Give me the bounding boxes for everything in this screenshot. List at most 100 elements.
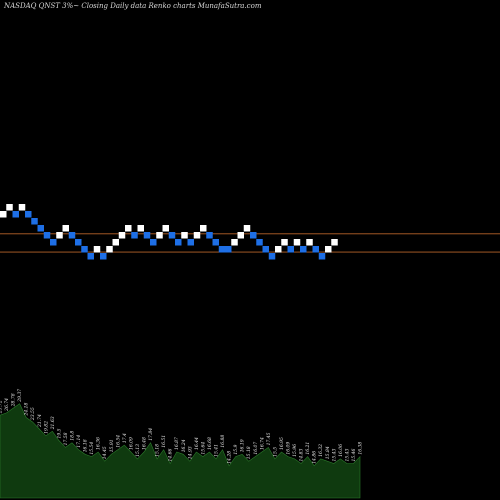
volume-label: 15.46 bbox=[351, 448, 357, 461]
volume-label: 15.54 bbox=[89, 442, 95, 455]
volume-label: 16.48 bbox=[142, 437, 148, 450]
volume-label: 16.44 bbox=[194, 437, 200, 450]
volume-label: 17.4 bbox=[122, 433, 128, 443]
renko-brick-down bbox=[31, 218, 38, 225]
volume-label: 14.66 bbox=[168, 448, 174, 461]
renko-brick-up bbox=[112, 239, 119, 246]
volume-label: 16.68 bbox=[207, 437, 213, 450]
volume-label: 16.21 bbox=[305, 442, 311, 455]
renko-brick-down bbox=[150, 239, 157, 246]
volume-label: 23.55 bbox=[30, 407, 36, 421]
volume-label: 16.54 bbox=[115, 435, 121, 448]
renko-brick-down bbox=[225, 246, 232, 253]
volume-label: 17.14 bbox=[76, 435, 82, 448]
renko-brick-down bbox=[187, 239, 194, 246]
renko-brick-down bbox=[206, 232, 213, 239]
renko-brick-down bbox=[75, 239, 82, 246]
volume-label: 14.93 bbox=[187, 446, 193, 459]
volume-label: 15.18 bbox=[246, 446, 252, 459]
renko-brick-down bbox=[143, 232, 151, 239]
renko-brick-up bbox=[293, 239, 301, 246]
renko-brick-down bbox=[218, 246, 226, 253]
renko-brick-up bbox=[6, 204, 13, 211]
renko-brick-up bbox=[118, 232, 126, 239]
renko-brick-down bbox=[50, 239, 57, 246]
renko-brick-down bbox=[87, 253, 94, 260]
renko-brick-down bbox=[268, 253, 276, 260]
renko-brick-down bbox=[168, 232, 176, 239]
volume-label: 17.45 bbox=[266, 432, 272, 445]
renko-brick-up bbox=[306, 239, 313, 246]
volume-label: 29.37 bbox=[17, 389, 23, 403]
renko-brick-up bbox=[56, 232, 63, 239]
renko-brick-up bbox=[106, 246, 113, 253]
volume-label: 21.74 bbox=[37, 414, 43, 428]
renko-brick-up bbox=[0, 211, 7, 218]
renko-brick-down bbox=[43, 232, 51, 239]
volume-area bbox=[0, 403, 361, 499]
volume-label: 14.86 bbox=[312, 451, 318, 464]
volume-label: 16.88 bbox=[220, 435, 226, 448]
volume-label: 15.41 bbox=[214, 444, 220, 457]
renko-brick-down bbox=[131, 232, 138, 239]
renko-brick-down bbox=[25, 211, 32, 218]
volume-label: 21.63 bbox=[50, 416, 56, 430]
volume-label: 15.5 bbox=[272, 447, 278, 457]
renko-bricks bbox=[0, 204, 338, 260]
volume-label: 16.19 bbox=[240, 439, 246, 452]
volume-label: 28.78 bbox=[11, 393, 17, 407]
volume-label: 15.64 bbox=[200, 442, 206, 455]
renko-brick-down bbox=[262, 246, 269, 253]
volume-label: 15.84 bbox=[325, 446, 331, 459]
renko-brick-up bbox=[331, 239, 338, 246]
renko-brick-up bbox=[156, 232, 163, 239]
volume-label: 14.83 bbox=[299, 448, 305, 461]
renko-brick-up bbox=[243, 225, 251, 232]
renko-brick-up bbox=[193, 232, 201, 239]
volume-label: 16.18 bbox=[83, 439, 89, 452]
renko-brick-up bbox=[237, 232, 244, 239]
renko-brick-up bbox=[231, 239, 238, 246]
volume-label: 26.74 bbox=[4, 398, 10, 412]
renko-brick-down bbox=[287, 246, 294, 253]
volume-label: 19.82 bbox=[43, 421, 49, 434]
renko-brick-down bbox=[250, 232, 257, 239]
volume-label: 24.18 bbox=[24, 402, 30, 416]
volume-label: 16.95 bbox=[279, 437, 285, 450]
volume-label: 16.07 bbox=[253, 442, 259, 455]
volume-label: 14.45 bbox=[102, 446, 108, 459]
chart-title: NASDAQ QNST 3%~ Closing Daily data Renko… bbox=[3, 2, 262, 10]
volume-label: 16.51 bbox=[161, 435, 167, 448]
renko-brick-up bbox=[181, 232, 188, 239]
renko-brick-down bbox=[212, 239, 219, 246]
renko-brick-up bbox=[325, 246, 332, 253]
volume-label: 25.72 bbox=[0, 400, 4, 414]
renko-brick-up bbox=[281, 239, 288, 246]
renko-brick-up bbox=[125, 225, 132, 232]
renko-brick-down bbox=[37, 225, 44, 232]
renko-brick-up bbox=[275, 246, 282, 253]
renko-brick-down bbox=[175, 239, 182, 246]
renko-brick-down bbox=[318, 253, 326, 260]
renko-brick-up bbox=[200, 225, 207, 232]
renko-brick-down bbox=[312, 246, 319, 253]
renko-brick-up bbox=[137, 225, 144, 232]
volume-label: 15.13 bbox=[135, 444, 141, 457]
volume-label: 14.28 bbox=[227, 451, 233, 464]
renko-brick-down bbox=[256, 239, 263, 246]
volume-label: 16.87 bbox=[174, 437, 180, 450]
volume-label: 17.58 bbox=[63, 432, 69, 445]
volume-label: 15.9 bbox=[233, 444, 239, 454]
volume-label: 16.06 bbox=[338, 444, 344, 457]
volume-label: 16.74 bbox=[259, 437, 265, 450]
volume-label: 16.32 bbox=[318, 444, 324, 457]
renko-brick-up bbox=[162, 225, 169, 232]
renko-brick-down bbox=[68, 232, 76, 239]
volume-label: 16.36 bbox=[96, 437, 102, 450]
volume-label: 17.84 bbox=[148, 428, 154, 441]
volume-label: 18.8 bbox=[70, 431, 76, 441]
volume-label: 16.24 bbox=[181, 439, 187, 452]
volume-label: 16.38 bbox=[358, 442, 364, 455]
